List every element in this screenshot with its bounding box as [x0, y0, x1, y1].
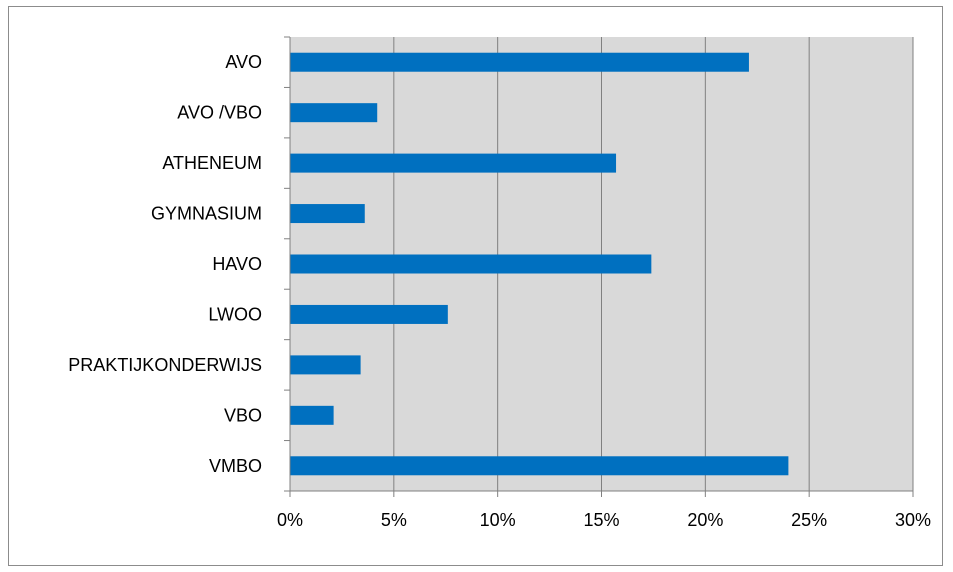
x-tick-label: 20%	[687, 510, 723, 530]
x-tick-label: 5%	[381, 510, 407, 530]
bar	[290, 405, 334, 425]
bar	[290, 355, 361, 375]
category-label: AVO	[225, 52, 262, 72]
category-label: AVO /VBO	[177, 103, 262, 123]
bar	[290, 204, 365, 224]
x-tick-labels: 0% 5% 10% 15% 20% 25% 30%	[277, 510, 931, 530]
chart-frame: AVO AVO /VBO ATHENEUM GYMNASIUM HAVO LWOO PRAK…	[8, 6, 943, 566]
axes	[284, 36, 914, 497]
category-label: PRAKTIJKONDERWIJS	[68, 355, 262, 375]
x-tick-label: 0%	[277, 510, 303, 530]
category-label: GYMNASIUM	[151, 204, 262, 224]
bar-chart: AVO AVO /VBO ATHENEUM GYMNASIUM HAVO LWOO PRAK…	[68, 36, 931, 530]
category-label: VBO	[224, 405, 262, 425]
bar	[290, 103, 378, 123]
x-tick-label: 30%	[895, 510, 931, 530]
category-label: LWOO	[208, 304, 262, 324]
bar	[290, 153, 617, 173]
category-label: ATHENEUM	[162, 153, 262, 173]
category-label: HAVO	[212, 254, 262, 274]
x-tick-label: 15%	[583, 510, 619, 530]
bar	[290, 304, 448, 324]
bar	[290, 52, 749, 72]
bar	[290, 456, 789, 476]
category-label: VMBO	[209, 456, 262, 476]
category-labels: AVO AVO /VBO ATHENEUM GYMNASIUM HAVO LWOO PRAK…	[68, 52, 262, 476]
x-tick-label: 10%	[480, 510, 516, 530]
x-tick-label: 25%	[791, 510, 827, 530]
bars	[290, 52, 789, 476]
bar	[290, 254, 652, 274]
